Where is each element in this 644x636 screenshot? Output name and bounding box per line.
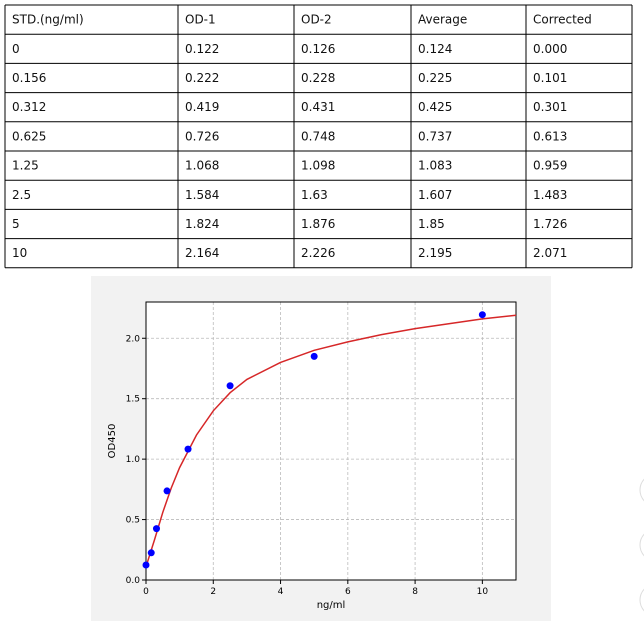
data-point <box>184 445 192 453</box>
table-cell: 1.25 <box>12 159 39 173</box>
plot-area <box>146 302 516 580</box>
data-point <box>142 561 150 569</box>
side-button[interactable] <box>639 474 644 506</box>
table-cell: 0.726 <box>185 129 219 143</box>
table-cell: 0.122 <box>185 42 219 56</box>
table-cell: 1.824 <box>185 217 219 231</box>
table-cell: 2.195 <box>418 246 452 260</box>
data-point <box>163 487 171 495</box>
table-cell: 0.748 <box>301 129 335 143</box>
y-tick-label: 1.5 <box>126 395 140 405</box>
x-tick-label: 10 <box>477 587 489 597</box>
side-button[interactable] <box>639 529 644 561</box>
table-cell: 0.419 <box>185 100 219 114</box>
table-cell: 1.726 <box>533 217 567 231</box>
header-cell: Average <box>418 13 467 27</box>
table-cell: 1.607 <box>418 188 452 202</box>
data-point <box>147 549 155 557</box>
header-cell: Corrected <box>533 13 592 27</box>
table-cell: 0.126 <box>301 42 335 56</box>
header-cell: STD.(ng/ml) <box>12 13 84 27</box>
table-cell: 0.301 <box>533 100 567 114</box>
table-cell: 1.083 <box>418 159 452 173</box>
side-button[interactable] <box>639 584 644 616</box>
table-cell: 0.225 <box>418 71 452 85</box>
y-tick-label: 0.5 <box>126 516 140 526</box>
table-cell: 10 <box>12 246 27 260</box>
header-cell: OD-2 <box>301 13 332 27</box>
x-tick-label: 8 <box>412 587 418 597</box>
data-point <box>226 382 234 390</box>
x-tick-label: 4 <box>278 587 284 597</box>
y-tick-label: 0.0 <box>126 576 141 586</box>
table-cell: 0 <box>12 42 20 56</box>
y-tick-label: 1.0 <box>126 455 141 465</box>
table-cell: 1.483 <box>533 188 567 202</box>
table-cell: 0.101 <box>533 71 567 85</box>
data-point <box>152 525 160 533</box>
axes-frame <box>145 301 517 581</box>
x-tick-label: 0 <box>143 587 149 597</box>
data-point <box>310 352 318 360</box>
table-cell: 5 <box>12 217 20 231</box>
table-cell: 0.000 <box>533 42 567 56</box>
table-cell: 0.222 <box>185 71 219 85</box>
table-cell: 0.431 <box>301 100 335 114</box>
table-cell: 0.613 <box>533 129 567 143</box>
table-cell: 0.228 <box>301 71 335 85</box>
table-cell: 0.312 <box>12 100 46 114</box>
y-tick-label: 2.0 <box>126 334 141 344</box>
y-axis-label: OD450 <box>107 424 118 459</box>
table-cell: 1.63 <box>301 188 328 202</box>
table-cell: 1.584 <box>185 188 219 202</box>
x-tick-label: 6 <box>345 587 351 597</box>
table-cell: 1.85 <box>418 217 445 231</box>
header-cell: OD-1 <box>185 13 216 27</box>
table-cell: 0.124 <box>418 42 452 56</box>
table-cell: 2.226 <box>301 246 335 260</box>
table-cell: 1.068 <box>185 159 219 173</box>
table-cell: 0.959 <box>533 159 567 173</box>
table-cell: 2.164 <box>185 246 219 260</box>
table-cell: 2.071 <box>533 246 567 260</box>
x-tick-label: 2 <box>210 587 216 597</box>
table-cell: 0.156 <box>12 71 46 85</box>
data-point <box>478 311 486 319</box>
table-cell: 2.5 <box>12 188 31 202</box>
table-cell: 0.737 <box>418 129 452 143</box>
table-cell: 0.625 <box>12 129 46 143</box>
table-cell: 1.098 <box>301 159 335 173</box>
x-axis-label: ng/ml <box>317 600 346 611</box>
fit-curve <box>145 314 517 567</box>
table-cell: 0.425 <box>418 100 452 114</box>
table-cell: 1.876 <box>301 217 335 231</box>
